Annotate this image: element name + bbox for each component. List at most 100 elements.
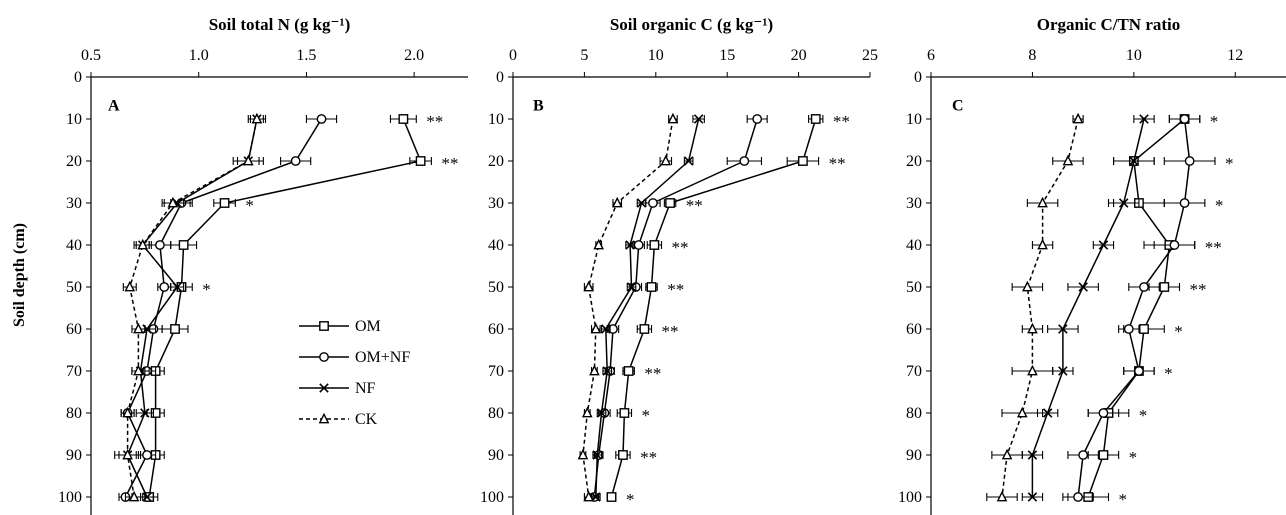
series-line	[148, 118, 422, 498]
y-tick-label: 0	[496, 69, 504, 86]
y-tick-label: 20	[66, 153, 82, 170]
legend-label: OM	[355, 318, 381, 335]
y-tick-label: 80	[66, 405, 82, 422]
y-tick-label: 50	[66, 279, 82, 296]
panel-letter: C	[952, 97, 964, 114]
significance-label: *	[1174, 322, 1183, 341]
series-om	[139, 114, 432, 502]
data-point	[1078, 282, 1088, 292]
data-point	[142, 324, 152, 334]
y-tick-label: 30	[66, 195, 82, 212]
series-line	[1087, 118, 1186, 498]
significance-label: *	[1119, 490, 1128, 509]
data-point	[1139, 324, 1149, 334]
data-point	[596, 408, 607, 418]
data-point	[124, 280, 136, 292]
data-point	[1169, 240, 1180, 250]
series-ck	[986, 112, 1084, 502]
y-tick-label: 100	[898, 489, 922, 506]
significance-label: *	[626, 490, 635, 509]
data-point	[1022, 280, 1033, 292]
x-tick-label: 25	[862, 47, 878, 64]
panel-letter: B	[533, 97, 544, 114]
significance-label: **	[667, 280, 684, 299]
series-line	[1031, 118, 1145, 497]
significance-label: *	[1225, 154, 1234, 173]
data-point	[122, 406, 133, 418]
panel-title: Soil organic C (g kg⁻¹)	[610, 15, 773, 34]
significance-label: **	[686, 196, 703, 215]
y-tick-label: 90	[66, 447, 82, 464]
data-point	[1134, 366, 1144, 376]
y-tick-label: 40	[488, 237, 504, 254]
data-point	[1179, 114, 1190, 124]
data-point	[649, 240, 660, 250]
x-tick-label: 5	[580, 47, 588, 64]
y-tick-label: 10	[66, 111, 82, 128]
y-tick-label: 50	[906, 279, 922, 296]
series-line	[1077, 118, 1191, 498]
data-point	[646, 282, 657, 292]
significance-label: **	[672, 238, 689, 257]
data-point	[1027, 322, 1038, 334]
x-tick-label: 2.0	[404, 47, 424, 64]
data-point	[1027, 492, 1038, 502]
data-point	[636, 198, 647, 208]
data-point	[810, 114, 821, 124]
y-tick-label: 100	[58, 489, 82, 506]
series-line	[610, 118, 817, 498]
data-point	[583, 490, 595, 502]
data-point	[142, 450, 152, 460]
legend-marker	[319, 383, 329, 393]
y-tick-label: 0	[74, 69, 82, 86]
data-point	[693, 114, 704, 124]
data-point	[167, 196, 179, 208]
data-point	[633, 240, 644, 250]
y-tick-label: 10	[488, 111, 504, 128]
data-point	[133, 364, 144, 376]
y-tick-label: 60	[906, 321, 922, 338]
data-point	[589, 364, 600, 376]
data-point	[593, 238, 605, 250]
data-point	[797, 156, 808, 166]
significance-label: *	[642, 406, 651, 425]
data-point	[601, 324, 611, 334]
data-point	[619, 408, 630, 418]
y-tick-label: 90	[488, 447, 504, 464]
data-point	[683, 156, 694, 166]
data-point	[1159, 282, 1170, 292]
y-tick-label: 40	[906, 237, 922, 254]
data-point	[590, 322, 602, 334]
data-point	[752, 114, 763, 124]
y-tick-label: 80	[488, 405, 504, 422]
data-point	[602, 366, 613, 376]
data-point	[1027, 364, 1038, 376]
legend-label: NF	[355, 380, 376, 397]
data-point	[242, 154, 254, 166]
legend-item-nf: NF	[299, 380, 376, 397]
panel-a: Soil total N (g kg⁻¹) 0.5 1.0 1.5 2.0 0 10 20 30…	[58, 15, 468, 515]
series-om	[606, 114, 824, 502]
series-line	[595, 118, 700, 498]
y-tick-label: 30	[906, 195, 922, 212]
data-point	[1139, 114, 1149, 124]
legend-marker	[319, 321, 329, 331]
series-line	[582, 118, 674, 498]
data-point	[140, 408, 150, 418]
data-point	[170, 324, 180, 334]
data-point	[660, 154, 672, 166]
x-tick-label: 10	[648, 47, 664, 64]
significance-label: **	[640, 448, 657, 467]
data-point	[1073, 492, 1083, 502]
legend-label: CK	[355, 411, 378, 428]
significance-label: *	[245, 196, 254, 215]
data-point	[155, 240, 165, 250]
panel-title: Organic C/TN ratio	[1037, 15, 1181, 34]
data-point	[1179, 198, 1190, 208]
significance-label: *	[1210, 112, 1219, 131]
data-point	[1016, 406, 1028, 418]
significance-label: **	[662, 322, 679, 341]
significance-label: *	[1139, 406, 1148, 425]
y-tick-label: 20	[488, 153, 504, 170]
x-tick-label: 0.5	[81, 47, 101, 64]
